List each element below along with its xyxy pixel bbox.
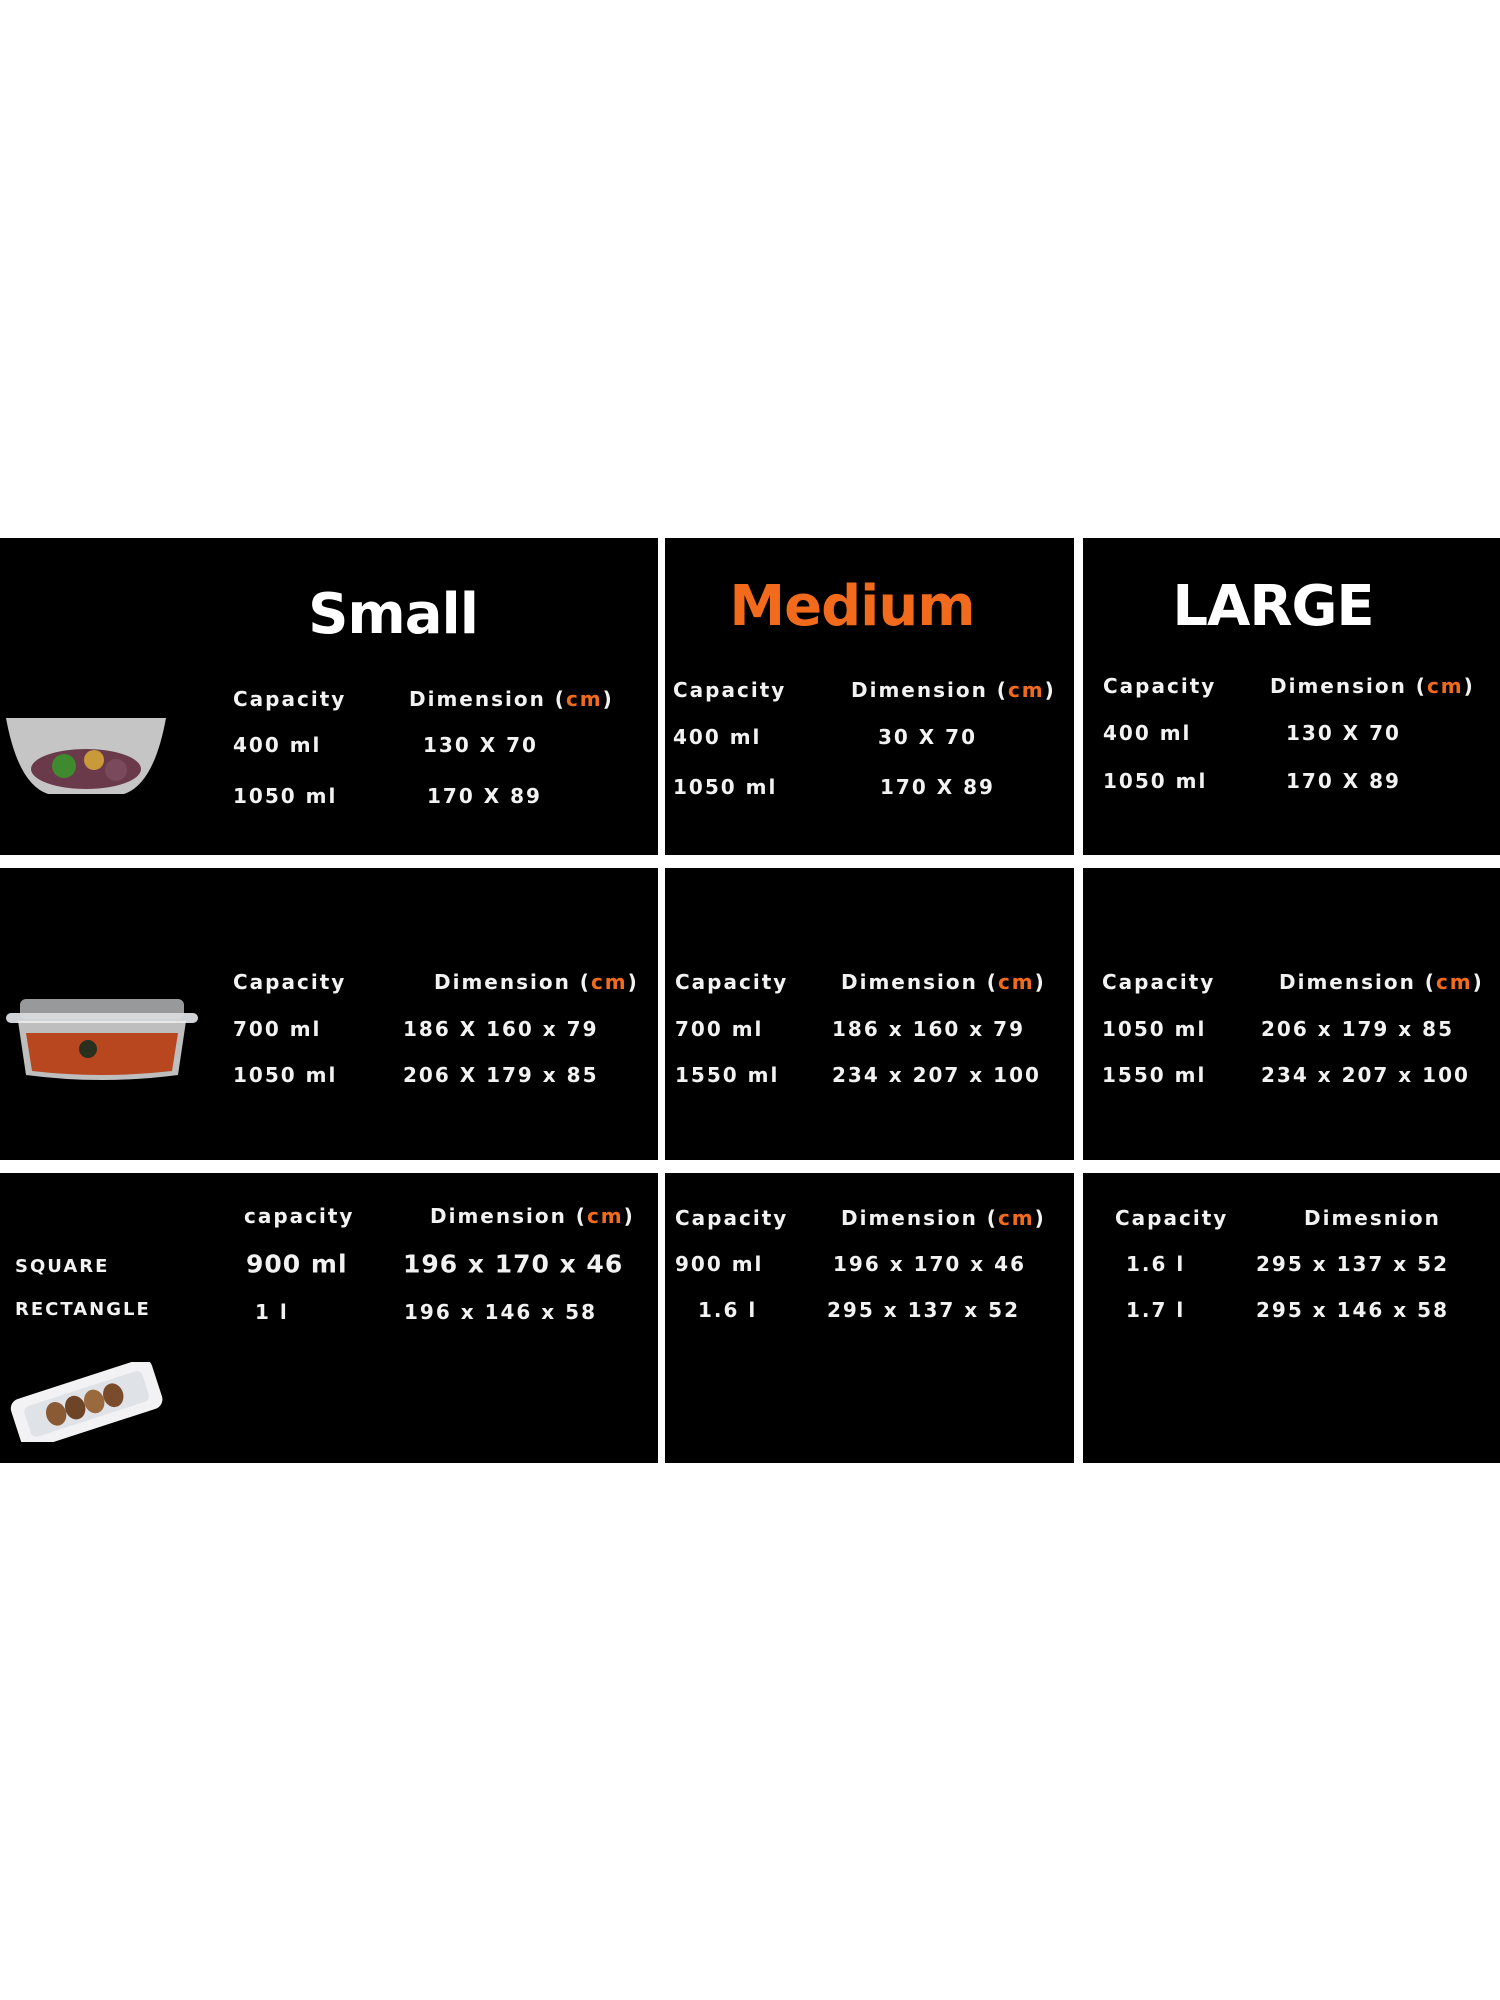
capacity-value: 1050 ml [673,775,778,799]
unit-label: cm [586,1204,624,1228]
bowl-image [4,714,168,798]
capacity-value: 1050 ml [233,1063,338,1087]
dimension-value: 186 X 160 x 79 [403,1017,599,1041]
capacity-value: 1.6 l [1126,1252,1186,1276]
chart-cell [665,538,1074,855]
capacity-value: 400 ml [1103,721,1192,745]
shape-label-rectangle: RECTANGLE [15,1299,151,1320]
dimension-value: 30 X 70 [878,725,978,749]
dimension-close: ) [627,970,639,994]
capacity-value: 1550 ml [1102,1063,1207,1087]
size-title: LARGE [1172,574,1374,639]
dimension-close: ) [623,1204,635,1228]
size-title: Small [308,582,479,647]
shape-label-square: SQUARE [15,1256,110,1277]
casserole-image [4,995,200,1083]
capacity-header: Capacity [675,1206,789,1230]
capacity-value: 900 ml [675,1252,764,1276]
dimension-value: 234 x 207 x 100 [832,1063,1041,1087]
dimension-value: 295 x 137 x 52 [827,1298,1020,1322]
chart-cell [665,1173,1074,1463]
dimension-value: 206 X 179 x 85 [403,1063,599,1087]
capacity-value: 700 ml [233,1017,322,1041]
dimension-close: ) [1034,1206,1046,1230]
unit-label: cm [1426,674,1464,698]
dimension-value: 234 x 207 x 100 [1261,1063,1470,1087]
dimension-value: 295 x 137 x 52 [1256,1252,1449,1276]
dimension-label: Dimension ( [1279,970,1436,994]
size-title: Medium [729,574,975,639]
dimension-value: 196 x 170 x 46 [833,1252,1026,1276]
dimension-label: Dimension ( [434,970,591,994]
capacity-value: 1050 ml [233,784,338,808]
capacity-header: Capacity [233,687,347,711]
unit-label: cm [1007,678,1045,702]
capacity-value: 1050 ml [1103,769,1208,793]
capacity-value: 1050 ml [1102,1017,1207,1041]
chart-cell [1083,868,1500,1160]
dimension-label: Dimension ( [851,678,1008,702]
dimension-close: ) [1463,674,1475,698]
chart-cell [0,538,658,855]
dimension-label: Dimension ( [841,1206,998,1230]
dimension-value: 170 X 89 [427,784,542,808]
chart-cell [1083,538,1500,855]
capacity-header: Capacity [1115,1206,1229,1230]
capacity-value: 1.6 l [698,1298,758,1322]
dimension-value: 170 X 89 [1286,769,1401,793]
dimension-label: Dimension ( [409,687,566,711]
dimension-value: 196 x 170 x 46 [403,1249,624,1279]
dimension-label: Dimesnion [1304,1206,1441,1230]
dimension-label: Dimension ( [841,970,998,994]
unit-label: cm [1435,970,1473,994]
capacity-value: 400 ml [233,733,322,757]
capacity-value: 1 l [255,1300,289,1324]
chart-cell [1083,1173,1500,1463]
dimension-value: 186 x 160 x 79 [832,1017,1025,1041]
capacity-header: Capacity [233,970,347,994]
capacity-value: 1550 ml [675,1063,780,1087]
dimension-value: 170 X 89 [880,775,995,799]
capacity-value: 400 ml [673,725,762,749]
tray-image [6,1358,166,1449]
capacity-header: Capacity [1102,970,1216,994]
dimension-value: 295 x 146 x 58 [1256,1298,1449,1322]
dimension-label: Dimension ( [430,1204,587,1228]
dimension-close: ) [1044,678,1056,702]
capacity-header: Capacity [1103,674,1217,698]
chart-cell [665,868,1074,1160]
dimension-close: ) [1034,970,1046,994]
capacity-value: 700 ml [675,1017,764,1041]
dimension-close: ) [602,687,614,711]
dimension-value: 206 x 179 x 85 [1261,1017,1454,1041]
unit-label: cm [997,1206,1035,1230]
capacity-value: 1.7 l [1126,1298,1186,1322]
unit-label: cm [565,687,603,711]
unit-label: cm [590,970,628,994]
dimension-value: 130 X 70 [1286,721,1401,745]
dimension-value: 196 x 146 x 58 [404,1300,597,1324]
capacity-header: Capacity [673,678,787,702]
capacity-header: capacity [244,1204,355,1228]
capacity-header: Capacity [675,970,789,994]
unit-label: cm [997,970,1035,994]
dimension-label: Dimension ( [1270,674,1427,698]
capacity-value: 900 ml [246,1249,348,1279]
dimension-value: 130 X 70 [423,733,538,757]
dimension-close: ) [1472,970,1484,994]
